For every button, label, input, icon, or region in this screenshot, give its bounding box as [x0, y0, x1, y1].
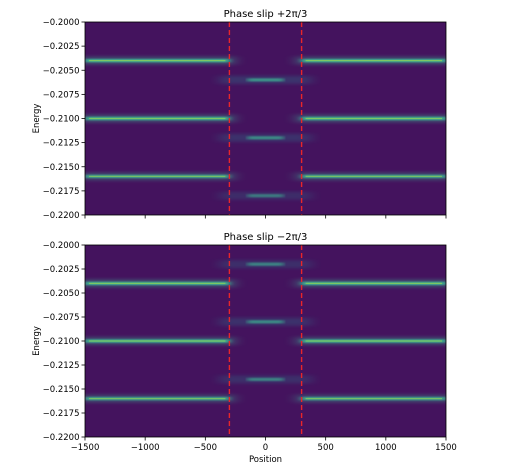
x-tick-label: −500 — [194, 443, 217, 453]
inner-energy-band — [247, 78, 284, 82]
chart-panel-2: −0.2000 −0.2025 −0.2050 −0.2075 −0.2100 −0.21… — [32, 232, 457, 465]
energy-band-core — [89, 398, 226, 400]
energy-band-core — [89, 60, 226, 62]
inner-energy-band — [247, 194, 284, 198]
energy-band-core — [305, 175, 442, 177]
y-tick-label: −0.2050 — [43, 289, 80, 299]
y-tick-label: −0.2075 — [43, 90, 80, 100]
y-tick-label: −0.2000 — [43, 241, 80, 251]
heatmap-bands — [85, 260, 446, 403]
x-tick-label: 500 — [318, 443, 334, 453]
heatmap-bands — [85, 56, 446, 200]
x-axis-label: Position — [249, 455, 282, 465]
y-tick-label: −0.2125 — [43, 139, 80, 149]
energy-band-core — [89, 282, 226, 284]
energy-band-core — [89, 340, 226, 342]
energy-band-core — [305, 398, 442, 400]
y-tick-label: −0.2025 — [43, 265, 80, 275]
y-tick-label: −0.2175 — [43, 187, 80, 197]
y-tick-label: −0.2050 — [43, 66, 80, 76]
y-tick-label: −0.2150 — [43, 163, 80, 173]
inner-energy-band — [247, 136, 284, 140]
y-tick-label: −0.2100 — [43, 337, 80, 347]
energy-band-core — [89, 175, 226, 177]
energy-band-core — [305, 60, 442, 62]
y-tick-label: −0.2000 — [43, 18, 80, 28]
y-tick-label: −0.2150 — [43, 385, 80, 395]
y-tick-label: −0.2200 — [43, 211, 80, 221]
energy-band-core — [305, 282, 442, 284]
x-tick-label: −1000 — [131, 443, 160, 453]
inner-energy-band — [247, 320, 284, 324]
chart-panel-1: −0.2000 −0.2025 −0.2050 −0.2075 −0.2100 −0.21… — [32, 9, 447, 221]
energy-band — [301, 397, 446, 401]
x-tick-label: 1000 — [375, 443, 397, 453]
x-tick-label: 0 — [263, 443, 268, 453]
y-tick-label: −0.2025 — [43, 42, 80, 52]
energy-band — [85, 397, 230, 401]
y-axis-label: Energy — [32, 104, 42, 134]
energy-band-core — [305, 340, 442, 342]
y-tick-label: −0.2125 — [43, 361, 80, 371]
x-tick-label: −1500 — [71, 443, 100, 453]
y-tick-label: −0.2175 — [43, 409, 80, 419]
inner-energy-band — [247, 377, 284, 381]
energy-band-core — [305, 117, 442, 120]
y-tick-label: −0.2075 — [43, 313, 80, 323]
y-tick-label: −0.2100 — [43, 115, 80, 125]
chart-title: Phase slip −2π/3 — [224, 232, 308, 243]
y-tick-label: −0.2200 — [43, 433, 80, 443]
y-axis-label: Energy — [32, 326, 42, 356]
x-tick-label: 1500 — [435, 443, 457, 453]
energy-band — [301, 174, 446, 178]
inner-energy-band — [247, 262, 284, 266]
chart-title: Phase slip +2π/3 — [224, 9, 308, 20]
energy-band-core — [89, 117, 226, 120]
energy-band — [85, 174, 230, 178]
